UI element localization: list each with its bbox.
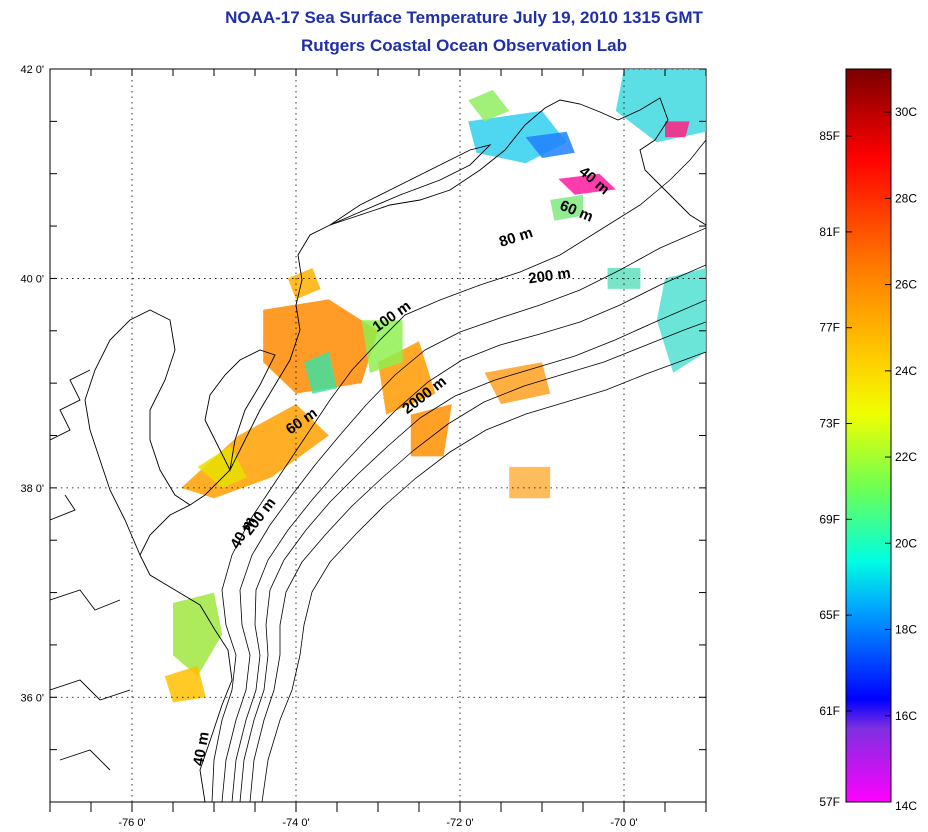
lat-tick-label: 42 0' <box>20 64 44 76</box>
colorbar-label-fahrenheit: 57F <box>819 795 840 809</box>
colorbar-label-celsius: 22C <box>895 450 917 464</box>
sst-patch-ne-magenta <box>558 173 616 195</box>
map-subtitle: Rutgers Coastal Ocean Observation Lab <box>301 36 627 55</box>
delaware-shore <box>204 349 276 472</box>
west-coast-inlets <box>50 369 131 771</box>
colorbar-label-fahrenheit: 73F <box>819 417 840 431</box>
colorbar-label-fahrenheit: 85F <box>819 129 840 143</box>
depth-contour-label: 200 m <box>527 265 571 288</box>
colorbar-label-celsius: 24C <box>895 364 917 378</box>
colorbar-label-celsius: 28C <box>895 191 917 205</box>
sst-patch-cape-magenta <box>665 121 690 138</box>
sst-patch-shelf-yellow <box>197 446 247 488</box>
sst-patch-offshore-small <box>509 466 551 499</box>
sst-patch-nc-coastal-green <box>173 592 223 677</box>
bathymetry-layer <box>211 139 706 802</box>
coastline-layer <box>50 97 706 802</box>
lon-tick-label: -74 0' <box>282 817 309 829</box>
colorbar-label-celsius: 14C <box>895 799 917 813</box>
sst-patch-georges-cyan <box>656 268 706 373</box>
long-island <box>329 144 492 226</box>
colorbar-label-celsius: 20C <box>895 536 917 550</box>
lat-tick-label: 38 0' <box>20 483 44 495</box>
colorbar-label-fahrenheit: 81F <box>819 225 840 239</box>
lon-tick-label: -72 0' <box>446 817 473 829</box>
coastline <box>139 97 706 802</box>
colorbar-label-celsius: 26C <box>895 278 917 292</box>
sst-patch-offshore-eddy <box>484 362 551 405</box>
lon-tick-label: -70 0' <box>610 817 637 829</box>
colorbar-label-fahrenheit: 61F <box>819 704 840 718</box>
lat-tick-label: 40 0' <box>20 273 44 285</box>
chesapeake-shore <box>84 309 191 556</box>
colorbar-label-fahrenheit: 69F <box>819 512 840 526</box>
sst-patch-nj-coastal-warm <box>263 299 378 394</box>
contour-100m <box>239 299 706 802</box>
colorbar-label-celsius: 18C <box>895 623 917 637</box>
sst-patch-li-green <box>468 89 510 122</box>
depth-contour-label: 40 m <box>190 731 213 768</box>
colorbar-gradient <box>845 68 892 803</box>
sst-patch-ne-shelf-green <box>550 194 583 221</box>
sst-patch-mid-shelf-cool <box>304 351 337 394</box>
contour-80m <box>231 264 706 802</box>
colorbar-label-fahrenheit: 65F <box>819 608 840 622</box>
sst-patch-nj-north-warm <box>287 268 321 300</box>
map-title: NOAA-17 Sea Surface Temperature July 19,… <box>225 8 703 27</box>
contour-2000m <box>261 351 706 802</box>
contour-40m <box>211 139 706 802</box>
contour-200m <box>249 321 706 802</box>
lat-tick-label: 36 0' <box>20 692 44 704</box>
colorbar-label-celsius: 16C <box>895 709 917 723</box>
sst-layer <box>164 69 706 703</box>
colorbar: 30C 28C 26C 24C 22C 20C 18C 16C 14C 85F 81F 77F 73F 6… <box>819 68 917 813</box>
plot-frame <box>49 68 707 803</box>
sst-patch-ne-blue <box>525 131 575 158</box>
grid-layer <box>50 68 706 802</box>
lon-tick-label: -76 0' <box>118 817 145 829</box>
sst-patch-nc-south-orange <box>164 665 206 703</box>
tick-layer: -76 0' -74 0' -72 0' -70 0' 42 0' 40 0' 38 0' 3… <box>20 64 707 829</box>
contour-60m <box>221 227 706 802</box>
sst-patch-shelf-green <box>361 320 403 373</box>
colorbar-label-fahrenheit: 77F <box>819 321 840 335</box>
colorbar-label-celsius: 30C <box>895 105 917 119</box>
